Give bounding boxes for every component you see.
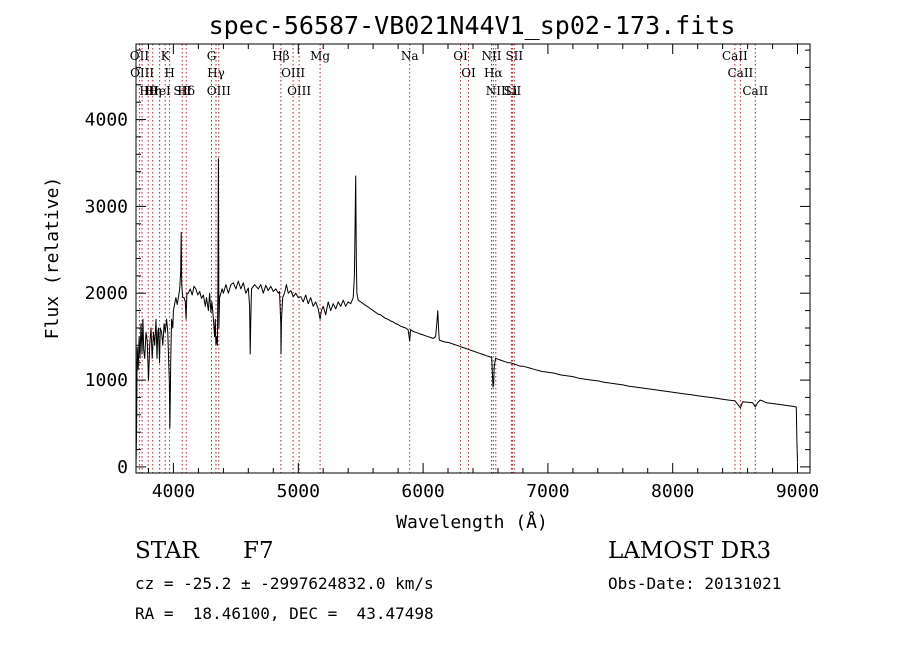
line-label-10: Hγ <box>207 66 225 80</box>
line-label-5: HeI <box>148 84 171 98</box>
redshift-velocity: cz = -25.2 ± -2997624832.0 km/s <box>135 574 434 593</box>
x-tick-label: 8000 <box>651 481 694 502</box>
line-label-4: K <box>161 49 171 63</box>
y-tick-label: 4000 <box>85 110 128 131</box>
axis-ticks: 4000 5000 6000 7000 8000 9000 0 1000 2000 3000 400… <box>85 44 819 502</box>
chart-title: spec-56587-VB021N44V1_sp02-173.fits <box>209 11 736 40</box>
line-label-13: OIII <box>287 84 311 98</box>
spectrum-chart: spec-56587-VB021N44V1_sp02-173.fits OII O… <box>42 11 819 533</box>
line-label-25: CaII <box>727 66 753 80</box>
x-axis-label: Wavelength (Å) <box>396 511 548 533</box>
x-tick-label: 6000 <box>401 481 444 502</box>
line-label-19: Hα <box>484 66 503 80</box>
plot-frame <box>135 43 811 474</box>
x-tick-label: 4000 <box>152 481 195 502</box>
line-label-9: OIII <box>207 84 231 98</box>
spectral-subclass: F7 <box>243 538 274 564</box>
object-class: STAR <box>135 538 199 564</box>
observation-date: Obs-Date: 20131021 <box>608 574 782 593</box>
line-label-12: Hβ <box>272 49 289 63</box>
y-tick-label: 1000 <box>85 370 128 391</box>
line-label-24: Li <box>505 84 517 98</box>
y-tick-label: 3000 <box>85 196 128 217</box>
y-tick-label: 0 <box>117 457 128 478</box>
x-tick-label: 5000 <box>277 481 320 502</box>
survey-name: LAMOST DR3 <box>608 538 772 564</box>
line-label-8: SII <box>173 84 191 98</box>
line-label-15: Mg <box>310 49 330 63</box>
line-label-21: NII <box>486 84 506 98</box>
x-tick-label: 9000 <box>776 481 819 502</box>
line-label-17: OI <box>453 49 468 63</box>
line-label-7: Hδ <box>177 84 195 98</box>
spectral-line-markers <box>138 44 756 473</box>
line-label-27: CaII <box>742 84 768 98</box>
line-label-2: OIII <box>130 66 154 80</box>
line-label-22: SII <box>504 84 522 98</box>
line-label-23: SII <box>505 49 523 63</box>
line-label-0: Hθ <box>139 84 157 98</box>
line-label-1: OII <box>130 49 150 63</box>
spectral-line-labels: OIIOIIIHθHηHeIKHSIIHδGHγOIIIHβOIIIOIIIMg… <box>130 49 769 98</box>
line-label-14: OIII <box>281 66 305 80</box>
y-tick-label: 2000 <box>85 283 128 304</box>
line-label-26: CaII <box>722 49 748 63</box>
line-label-20: NII <box>482 49 502 63</box>
flux-series-line <box>135 158 798 467</box>
ra-dec-coordinates: RA = 18.46100, DEC = 43.47498 <box>135 604 434 623</box>
line-label-6: H <box>164 66 174 80</box>
line-label-3: Hη <box>144 84 162 98</box>
line-label-16: Na <box>401 49 419 63</box>
line-label-18: OI <box>461 66 476 80</box>
line-label-11: G <box>207 49 217 63</box>
y-axis-label: Flux (relative) <box>42 177 63 340</box>
x-tick-label: 7000 <box>526 481 569 502</box>
